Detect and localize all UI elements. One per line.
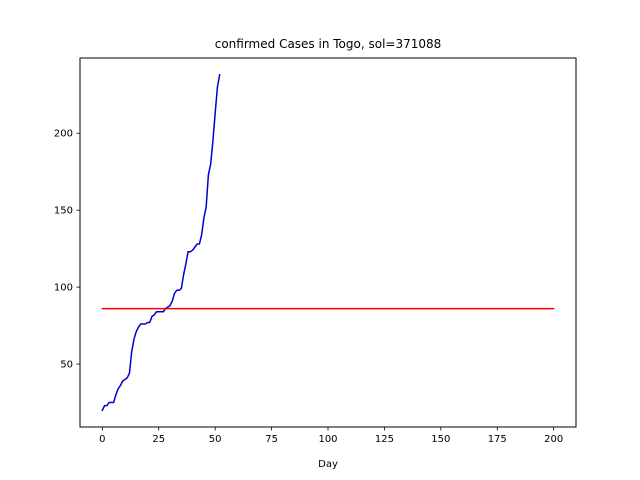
x-tick-label: 50 <box>209 434 222 445</box>
plot-area <box>80 58 576 427</box>
y-tick-label: 200 <box>54 129 73 140</box>
x-tick-label: 150 <box>431 434 450 445</box>
x-tick-label: 175 <box>488 434 507 445</box>
x-tick-label: 125 <box>375 434 394 445</box>
x-tick-label: 75 <box>265 434 278 445</box>
x-tick-label: 25 <box>152 434 165 445</box>
y-tick-label: 150 <box>54 206 73 217</box>
x-axis: 0 25 50 75 100 125 150 175 200 <box>99 427 563 445</box>
x-tick-label: 100 <box>318 434 337 445</box>
series-layer <box>101 73 555 412</box>
series-line-0 <box>101 73 221 412</box>
y-tick-label: 50 <box>60 360 73 371</box>
x-axis-label: Day <box>318 459 338 470</box>
x-tick-label: 200 <box>544 434 563 445</box>
x-tick-label: 0 <box>99 434 105 445</box>
y-tick-label: 100 <box>54 283 73 294</box>
y-axis: 50 100 150 200 <box>54 129 80 371</box>
chart-title: confirmed Cases in Togo, sol=371088 <box>215 37 442 51</box>
